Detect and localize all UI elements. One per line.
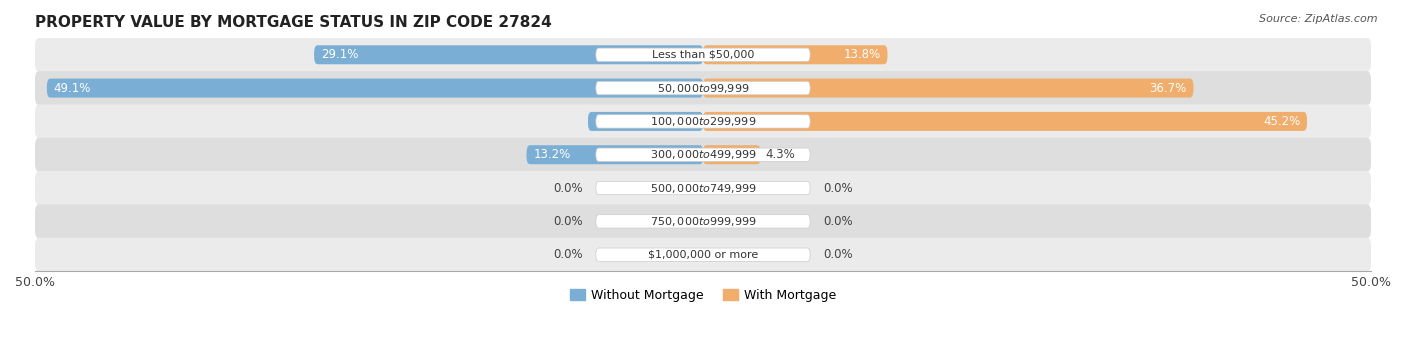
Text: $100,000 to $299,999: $100,000 to $299,999: [650, 115, 756, 128]
FancyBboxPatch shape: [596, 115, 810, 128]
Text: 29.1%: 29.1%: [321, 48, 359, 61]
Text: $1,000,000 or more: $1,000,000 or more: [648, 250, 758, 260]
Text: 13.8%: 13.8%: [844, 48, 880, 61]
Text: 0.0%: 0.0%: [824, 215, 853, 228]
FancyBboxPatch shape: [596, 248, 810, 261]
Text: 13.2%: 13.2%: [533, 148, 571, 161]
Text: 8.6%: 8.6%: [595, 115, 624, 128]
Text: PROPERTY VALUE BY MORTGAGE STATUS IN ZIP CODE 27824: PROPERTY VALUE BY MORTGAGE STATUS IN ZIP…: [35, 15, 551, 30]
Text: $500,000 to $749,999: $500,000 to $749,999: [650, 181, 756, 195]
Text: 4.3%: 4.3%: [766, 148, 796, 161]
FancyBboxPatch shape: [526, 145, 703, 164]
Text: 45.2%: 45.2%: [1263, 115, 1301, 128]
FancyBboxPatch shape: [596, 48, 810, 61]
FancyBboxPatch shape: [35, 138, 1371, 172]
Text: 36.7%: 36.7%: [1149, 81, 1187, 94]
FancyBboxPatch shape: [596, 181, 810, 195]
FancyBboxPatch shape: [35, 171, 1371, 205]
FancyBboxPatch shape: [703, 112, 1308, 131]
Text: Source: ZipAtlas.com: Source: ZipAtlas.com: [1260, 14, 1378, 24]
Text: $50,000 to $99,999: $50,000 to $99,999: [657, 81, 749, 94]
FancyBboxPatch shape: [703, 78, 1194, 98]
FancyBboxPatch shape: [703, 145, 761, 164]
FancyBboxPatch shape: [596, 81, 810, 95]
FancyBboxPatch shape: [35, 204, 1371, 238]
Text: 0.0%: 0.0%: [553, 248, 582, 261]
Text: 0.0%: 0.0%: [824, 248, 853, 261]
FancyBboxPatch shape: [35, 238, 1371, 272]
Legend: Without Mortgage, With Mortgage: Without Mortgage, With Mortgage: [565, 284, 841, 307]
FancyBboxPatch shape: [35, 104, 1371, 138]
FancyBboxPatch shape: [46, 78, 703, 98]
FancyBboxPatch shape: [703, 45, 887, 64]
FancyBboxPatch shape: [35, 38, 1371, 72]
Text: $300,000 to $499,999: $300,000 to $499,999: [650, 148, 756, 161]
Text: 0.0%: 0.0%: [553, 215, 582, 228]
Text: 49.1%: 49.1%: [53, 81, 91, 94]
Text: 0.0%: 0.0%: [824, 181, 853, 195]
FancyBboxPatch shape: [35, 71, 1371, 105]
FancyBboxPatch shape: [314, 45, 703, 64]
FancyBboxPatch shape: [596, 148, 810, 161]
Text: Less than $50,000: Less than $50,000: [652, 50, 754, 60]
FancyBboxPatch shape: [596, 215, 810, 228]
Text: $750,000 to $999,999: $750,000 to $999,999: [650, 215, 756, 228]
Text: 0.0%: 0.0%: [553, 181, 582, 195]
FancyBboxPatch shape: [588, 112, 703, 131]
